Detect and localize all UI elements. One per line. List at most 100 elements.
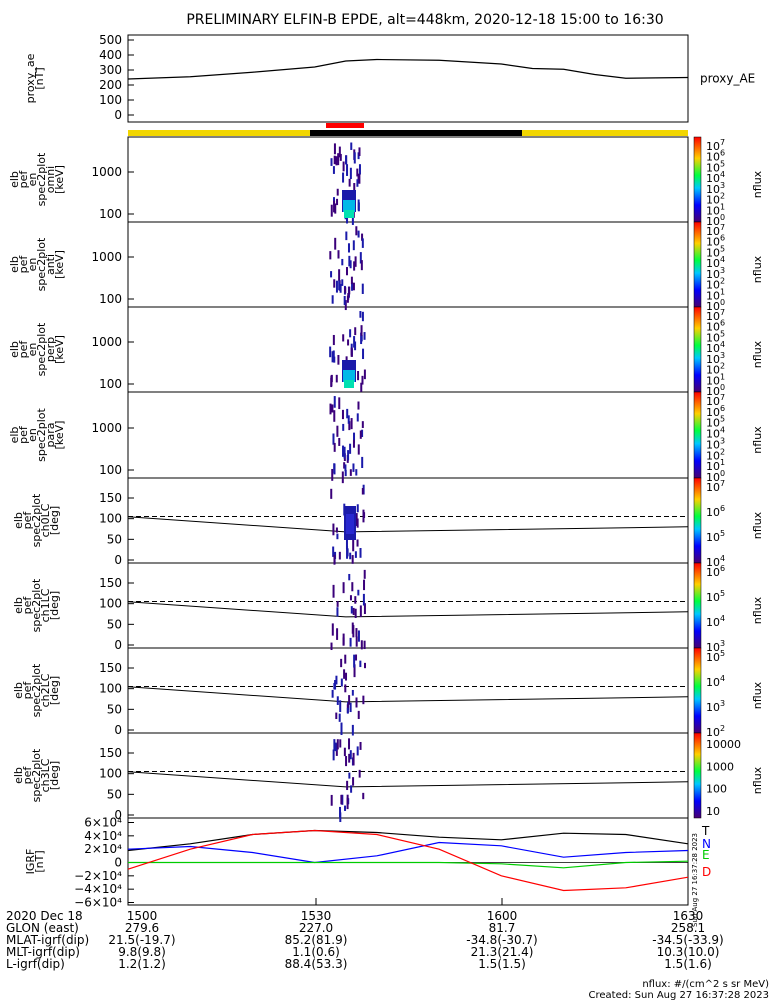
panel-ylabel-line: pef xyxy=(17,170,30,189)
colorbar xyxy=(693,221,702,308)
spectro-pixel xyxy=(332,334,335,346)
spectro-pixel xyxy=(363,662,366,669)
spectro-pixel xyxy=(346,780,349,791)
y-tick-label: 500 xyxy=(99,33,122,47)
spectro-pixel xyxy=(351,724,354,736)
y-tick-label: 4×10⁴ xyxy=(84,829,122,843)
spectro-pixel xyxy=(359,741,362,750)
panel-ylabel-line: ch3LC xyxy=(39,758,52,792)
y-tick-label: −6×10⁴ xyxy=(74,896,122,910)
spectro-pixel xyxy=(344,469,347,477)
spectro-pixel xyxy=(344,287,347,294)
y-tick-label: 0 xyxy=(114,856,122,870)
y-tick-label: 1000 xyxy=(91,165,122,179)
spectro-pixel xyxy=(329,346,332,358)
spectro-pixel xyxy=(357,710,360,719)
spectro-pixel xyxy=(352,538,355,552)
spectro-pixel xyxy=(333,279,336,288)
colorbar-tick-label: 106 xyxy=(706,564,725,579)
spectro-pixel xyxy=(338,280,341,290)
spectro-pixel xyxy=(334,237,337,250)
spectro-pixel xyxy=(350,418,353,430)
panel-ylabel-line: ch0LC xyxy=(39,503,52,537)
spectro-pixel xyxy=(353,152,356,164)
footer-cell: 9.8(9.8) xyxy=(118,945,166,959)
colorbar-exponent: 4 xyxy=(720,614,725,623)
colorbar-exponent: 5 xyxy=(720,529,725,538)
y-tick-label: 100 xyxy=(99,682,122,696)
spectro-pixel xyxy=(363,579,366,591)
y-tick-label: 400 xyxy=(99,48,122,62)
colorbar-exponent: 7 xyxy=(720,393,725,402)
panel-right-label: proxy_AE xyxy=(700,72,755,86)
panel-ylabel-line: elb xyxy=(12,512,25,529)
panel-ylabel-line: en xyxy=(26,343,39,357)
y-tick-label: 100 xyxy=(99,767,122,781)
panel-frame-1 xyxy=(127,136,689,223)
colorbar-exponent: 6 xyxy=(720,234,725,243)
spectro-pixel xyxy=(354,341,357,351)
panel-ylabel-line: elb xyxy=(8,341,21,358)
spectro-pixel xyxy=(348,421,351,431)
panel-ylabel-line: spec2plot xyxy=(30,663,43,717)
spectro-pixel xyxy=(336,198,339,206)
footer-cell: 10.3(10.0) xyxy=(657,945,720,959)
colorbar-exponent: 4 xyxy=(720,554,725,563)
spectro-pixel xyxy=(337,153,340,166)
spectro-pixel xyxy=(332,433,335,445)
colorbar-exponent: 7 xyxy=(720,223,725,232)
spectro-pixel xyxy=(361,283,364,294)
colorbar-tick-label: 107 xyxy=(706,479,725,494)
spectro-pixel xyxy=(353,261,356,271)
spectro-pixel xyxy=(352,282,355,291)
colorbar-unit: nflux xyxy=(751,596,764,624)
spectro-pixel xyxy=(358,173,361,184)
colorbar-exponent: 1 xyxy=(720,372,725,381)
spectro-pixel xyxy=(345,356,348,364)
colorbar-tick-label: 105 xyxy=(706,649,725,664)
spectro-pixel xyxy=(335,374,338,383)
panel-frame-2 xyxy=(127,221,689,308)
panel-ylabel-line: [deg] xyxy=(48,676,61,705)
colorbar-tick-label: 103 xyxy=(706,699,725,714)
spectro-pixel xyxy=(352,463,355,472)
spectro-pixel xyxy=(339,739,342,748)
footer-cell: MLT-igrf(dip) xyxy=(6,945,80,959)
colorbar-exponent: 0 xyxy=(720,213,725,222)
spectro-pixel xyxy=(350,276,353,285)
colorbar-exponent: 3 xyxy=(720,699,725,708)
spectro-pixel xyxy=(359,311,362,318)
spectro-pixel xyxy=(356,168,359,177)
spectro-pixel xyxy=(341,258,344,266)
spectro-pixel xyxy=(347,415,350,424)
spectro-pixel xyxy=(330,204,333,217)
unit-note: nflux: #/(cm^2 s sr MeV) xyxy=(642,979,769,990)
spectro-pixel xyxy=(346,514,354,534)
spectro-pixel xyxy=(332,749,335,761)
panel-frame-5 xyxy=(127,477,689,564)
panel-ylabel-line: pef xyxy=(21,596,34,615)
spectro-pixel xyxy=(335,527,338,533)
spectro-pixel xyxy=(344,380,354,388)
y-tick-label: 150 xyxy=(99,576,122,590)
colorbar-tick-label: 1000 xyxy=(706,760,734,773)
proxy-ae-line xyxy=(127,58,689,80)
colorbar-tick-label: 104 xyxy=(706,614,725,629)
panel-frame-0 xyxy=(127,34,689,123)
footer-cell: 81.7 xyxy=(489,921,516,935)
panel-frame-8 xyxy=(127,732,689,819)
spectro-pixel xyxy=(344,805,347,811)
colorbar-exponent: 4 xyxy=(720,426,725,435)
colorbar-unit: nflux xyxy=(751,426,764,454)
spectro-pixel xyxy=(333,463,336,474)
spectro-pixel xyxy=(361,238,364,248)
spectro-pixel xyxy=(331,468,334,481)
panel-ylabel-line: spec2plot xyxy=(35,408,48,462)
spectro-pixel xyxy=(349,552,352,560)
spectro-pixel xyxy=(356,504,359,513)
y-tick-label: 100 xyxy=(99,463,122,477)
panel-ylabel-line: spec2plot xyxy=(30,493,43,547)
colorbar xyxy=(693,647,702,734)
spectro-pixel xyxy=(352,439,355,448)
panel-frame-7 xyxy=(127,647,689,734)
